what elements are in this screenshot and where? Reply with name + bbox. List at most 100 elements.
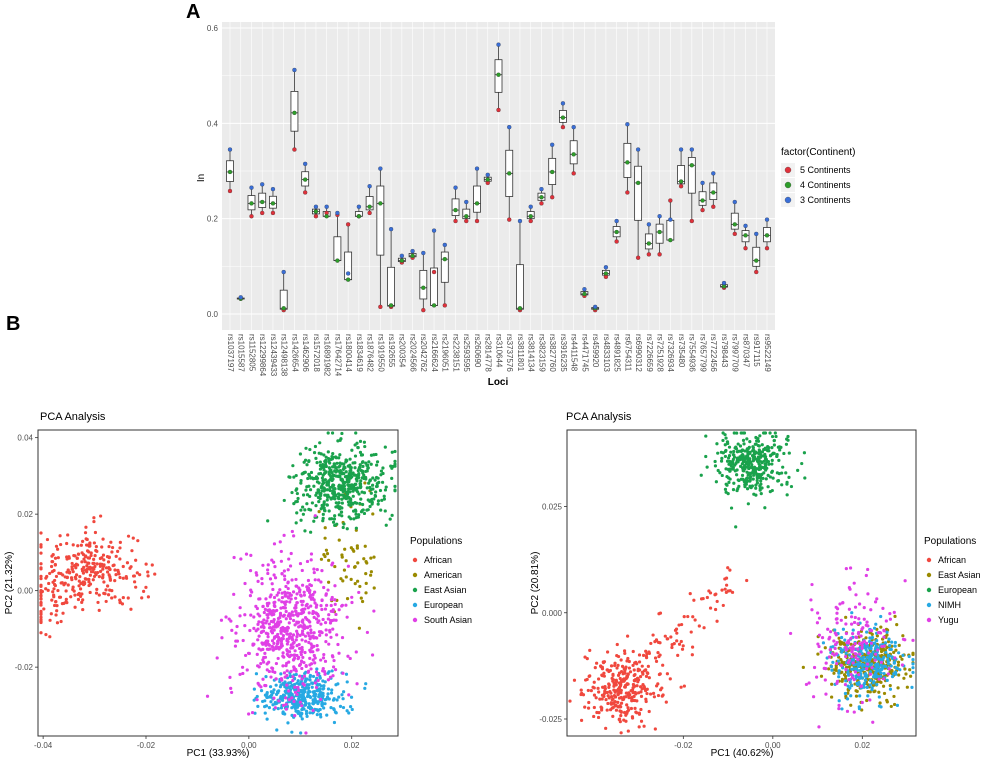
scatter-point [333,564,337,569]
x-tick-label: rs1834619 [355,334,364,372]
scatter-point [611,672,615,676]
scatter-point [338,461,342,465]
legend-marker [784,196,792,204]
scatter-point [337,456,341,460]
scatter-point [357,471,361,476]
scatter-point [365,486,369,490]
scatter-point [256,622,260,626]
scatter-point [279,620,283,624]
legend-marker [412,572,418,578]
scatter-point [294,521,298,525]
scatter-point [341,489,345,493]
scatter-point [232,592,236,596]
scatter-point [314,503,318,508]
y-tick-label: 0.0 [207,310,219,319]
scatter-point [761,476,765,481]
scatter-point [739,477,743,481]
scatter-point [322,686,326,691]
scatter-point [636,680,640,684]
scatter-point [272,573,276,577]
scatter-point [619,701,624,705]
scatter-point [304,664,308,668]
scatter-point [133,580,137,584]
box-point [539,186,544,192]
scatter-point [372,555,376,559]
legend-title: factor(Continent) [781,147,855,158]
scatter-point [329,496,333,500]
scatter-point [896,686,900,690]
scatter-point [748,440,752,444]
scatter-point [256,638,260,642]
scatter-point [363,686,367,690]
scatter-point [784,471,788,475]
scatter-point [48,618,52,622]
scatter-point [146,570,150,574]
scatter-point [292,534,296,538]
scatter-point [616,692,620,696]
scatter-point [754,486,758,490]
scatter-point [309,530,313,534]
scatter-point [277,699,281,703]
scatter-point [756,439,761,443]
scatter-point [323,698,327,702]
scatter-point [742,431,747,435]
scatter-point [301,690,305,694]
scatter-point [350,600,354,605]
box-series [226,42,771,313]
scatter-point [579,688,583,692]
scatter-point [320,694,324,698]
box-point [292,110,297,115]
scatter-point [107,566,111,570]
scatter-point [382,494,386,498]
scatter-point [704,454,708,459]
scatter-point [862,685,866,689]
scatter-point [804,682,809,687]
scatter-point [116,549,120,553]
box-point [507,124,512,130]
scatter-point [95,549,99,553]
box-point [528,218,533,224]
scatter-point [608,708,613,712]
scatter-point [135,571,139,575]
scatter-point [106,584,110,588]
scatter-point [300,666,304,671]
scatter-point [107,544,111,549]
box-point [313,204,319,209]
scatter-point [339,577,343,581]
scatter-point [333,710,338,714]
scatter-point [852,710,856,714]
y-tick-label: 0.04 [17,434,33,443]
scatter-point [809,598,813,602]
scatter-point [305,493,310,497]
scatter-point [665,672,669,676]
scatter-point [351,502,355,506]
scatter-point [757,475,761,480]
scatter-point [701,596,705,601]
box-point [593,304,598,310]
scatter-point [848,680,852,684]
scatter-point [70,565,74,569]
scatter-point [285,637,289,641]
scatter-point [358,450,363,455]
scatter-point [280,596,285,600]
scatter-point [758,488,762,492]
box [365,196,374,211]
scatter-point [234,631,238,635]
scatter-point [898,655,903,659]
scatter-point [843,654,848,659]
scatter-point [851,628,855,632]
scatter-point [598,697,602,701]
scatter-point [716,451,720,455]
scatter-point [268,685,273,689]
scatter-point [304,639,308,643]
scatter-point [352,549,356,553]
scatter-point [679,639,683,644]
scatter-point [267,705,272,710]
x-tick-label: 0.02 [855,741,871,750]
scatter-point [76,552,81,556]
scatter-point [271,669,275,674]
scatter-point [356,579,360,583]
scatter-point [357,590,361,595]
scatter-point [371,512,375,516]
box-point [281,269,286,275]
